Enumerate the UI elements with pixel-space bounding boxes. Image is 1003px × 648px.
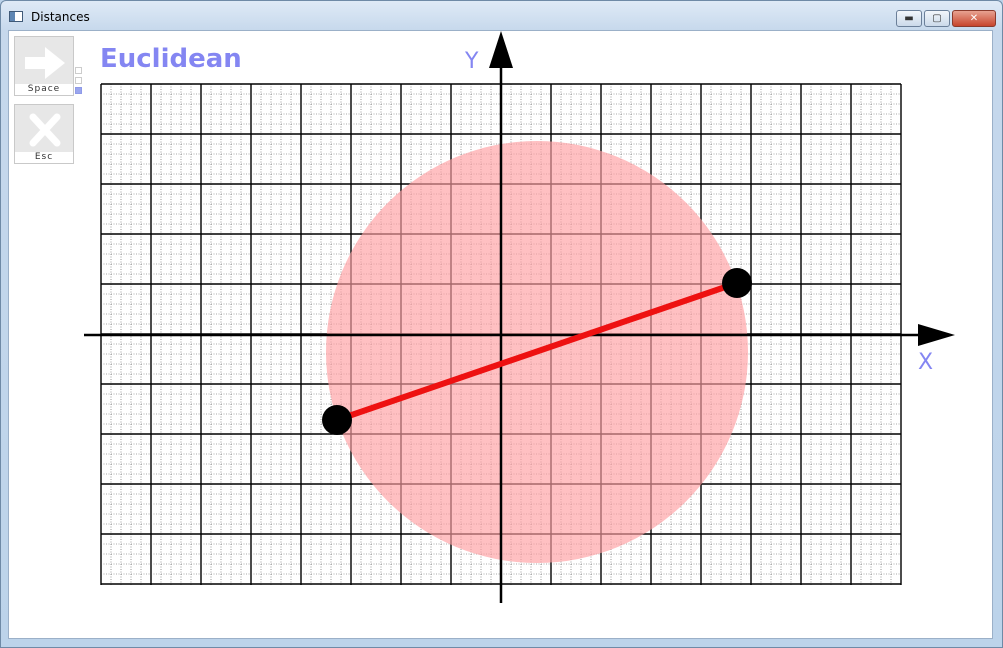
close-icon: ✕: [969, 13, 979, 24]
next-button[interactable]: Space: [14, 36, 74, 96]
step-indicator-2: [75, 77, 82, 84]
distance-segment: [334, 280, 740, 423]
y-axis-arrow: [489, 31, 513, 68]
exit-button[interactable]: Esc: [14, 104, 74, 164]
minimize-icon: ▬: [904, 13, 914, 24]
x-axis-label: X: [918, 350, 933, 375]
close-button[interactable]: ✕: [952, 10, 996, 27]
maximize-button[interactable]: ▢: [924, 10, 950, 27]
y-axis-label: Y: [464, 49, 479, 74]
point-a[interactable]: [322, 405, 352, 435]
step-indicator-3: [75, 87, 82, 94]
x-axis-arrow: [918, 324, 955, 346]
x-icon: [29, 113, 61, 147]
next-button-label: Space: [15, 84, 73, 95]
title-bar[interactable]: Distances ▬ ▢ ✕: [1, 1, 1002, 31]
exit-button-label: Esc: [15, 152, 73, 163]
window-title: Distances: [31, 10, 90, 24]
point-b[interactable]: [722, 268, 752, 298]
page-title: Euclidean: [100, 44, 242, 74]
step-indicator-1: [75, 67, 82, 74]
app-icon: [9, 11, 23, 22]
window-controls: ▬ ▢ ✕: [894, 10, 996, 28]
minimize-button[interactable]: ▬: [896, 10, 922, 27]
arrow-right-icon: [25, 47, 65, 79]
maximize-icon: ▢: [932, 13, 942, 24]
